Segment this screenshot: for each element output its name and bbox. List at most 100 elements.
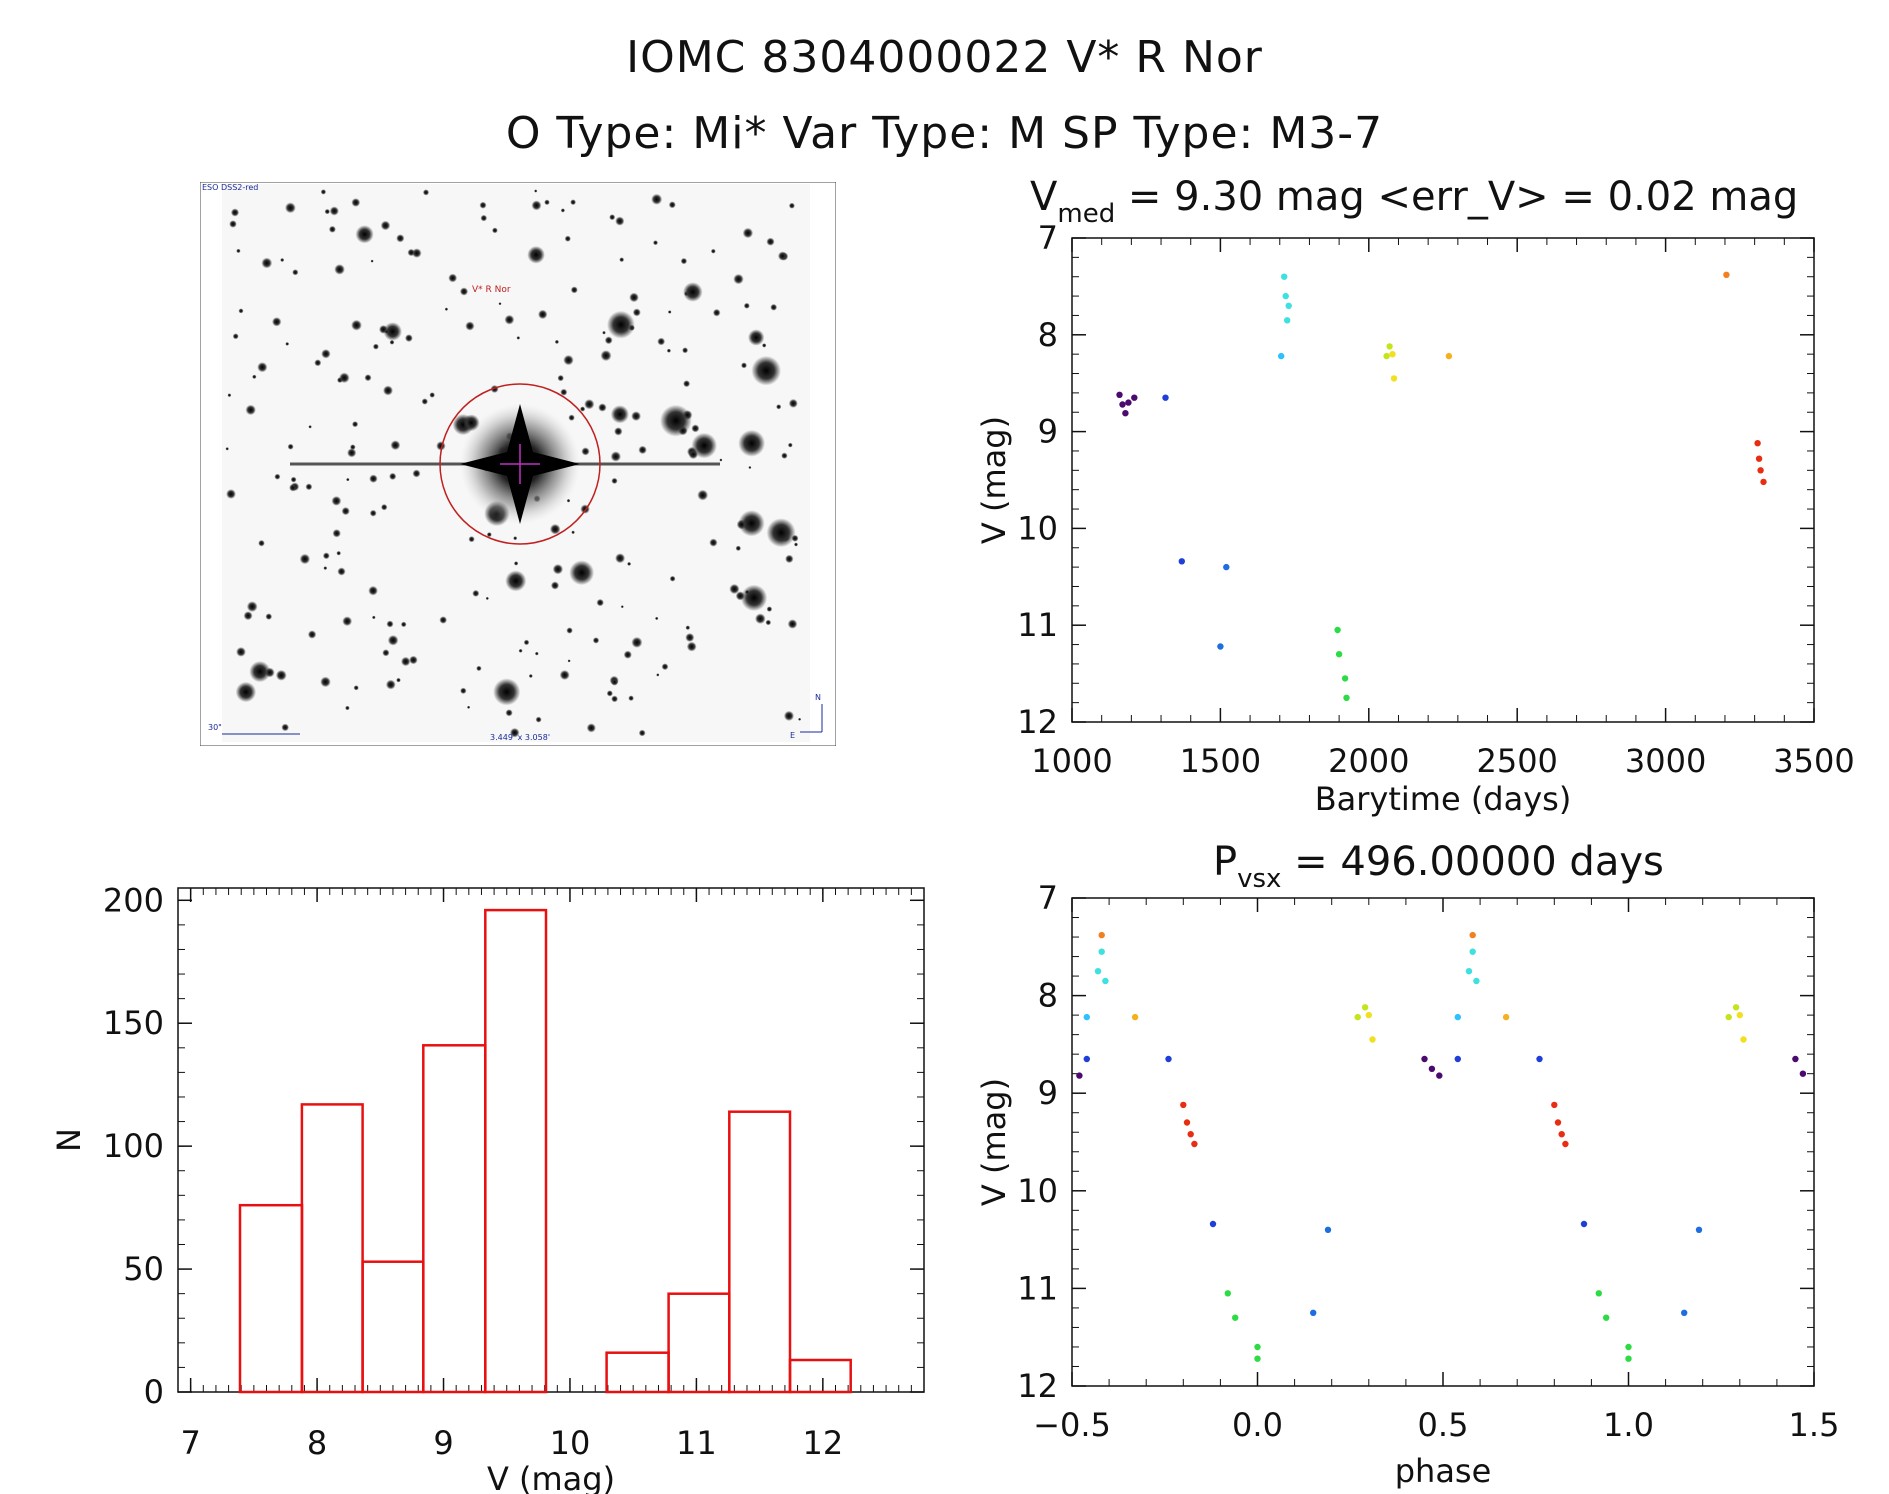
data-point <box>1595 1290 1603 1297</box>
data-point <box>1180 1101 1187 1109</box>
background-star <box>685 633 695 642</box>
histogram-bar <box>361 1260 425 1394</box>
background-star <box>380 220 391 231</box>
background-star <box>412 469 421 478</box>
background-star <box>748 329 765 346</box>
data-point <box>1551 1101 1558 1109</box>
background-star <box>610 678 619 686</box>
x-tick-label: 1000 <box>1031 742 1112 780</box>
background-star <box>292 269 299 276</box>
x-tick-label: 1.0 <box>1603 1406 1654 1444</box>
data-point <box>1278 352 1285 360</box>
background-star <box>610 405 629 424</box>
east-label: E <box>790 731 795 740</box>
light-curve-ylabel: V (mag) <box>975 416 1013 544</box>
x-tick-label: 10 <box>550 1424 591 1462</box>
background-star <box>742 227 754 239</box>
background-star <box>766 237 775 246</box>
background-star <box>570 286 578 294</box>
data-point <box>1076 1072 1083 1079</box>
background-star <box>323 566 328 570</box>
data-point <box>1131 394 1138 401</box>
scale-bar-label: 30" <box>208 723 222 732</box>
y-tick-label: 100 <box>103 1127 164 1165</box>
background-star <box>421 398 428 405</box>
background-star <box>787 619 798 629</box>
background-star <box>305 483 313 491</box>
background-star <box>657 337 666 346</box>
background-star <box>257 362 268 373</box>
background-star <box>629 292 639 303</box>
data-point <box>1165 1055 1172 1063</box>
background-star <box>709 538 718 547</box>
background-star <box>604 336 613 345</box>
y-tick-label: 9 <box>1038 413 1058 451</box>
phased-curve-title: Pvsx = 496.00000 days <box>1213 839 1664 894</box>
background-star <box>355 225 374 244</box>
background-star <box>651 193 663 205</box>
data-point <box>1310 1309 1317 1317</box>
background-star <box>610 451 621 462</box>
data-point <box>1281 273 1288 280</box>
phased-plot-frame <box>1071 897 1815 1387</box>
background-star <box>668 201 676 209</box>
background-star <box>321 349 331 359</box>
background-star <box>538 309 548 320</box>
background-star <box>560 388 568 396</box>
background-star <box>290 476 297 483</box>
data-point <box>1554 1119 1562 1126</box>
data-point <box>1603 1314 1610 1321</box>
background-star <box>638 729 646 737</box>
background-star <box>607 310 635 339</box>
data-point <box>1445 352 1453 360</box>
data-point <box>1732 1004 1740 1011</box>
background-star <box>527 246 545 264</box>
data-point <box>1178 558 1186 565</box>
background-star <box>459 287 469 296</box>
background-star <box>314 359 322 367</box>
background-star <box>509 727 520 738</box>
data-point <box>1473 977 1480 985</box>
data-point <box>1083 1013 1091 1021</box>
background-star <box>383 385 393 396</box>
background-star <box>686 641 697 652</box>
phased-ylabel: V (mag) <box>975 1078 1013 1206</box>
background-star <box>570 199 576 206</box>
data-point <box>1740 1036 1747 1043</box>
data-point <box>1094 968 1102 975</box>
background-star <box>329 206 339 216</box>
y-tick-label: 10 <box>1017 1172 1058 1210</box>
histogram-bar <box>605 1351 670 1394</box>
background-star <box>372 343 379 350</box>
background-star <box>614 427 623 436</box>
data-point <box>1469 948 1476 955</box>
background-star <box>229 220 237 228</box>
phased-xlabel: phase <box>1395 1452 1492 1490</box>
background-star <box>661 663 669 671</box>
background-star <box>571 530 575 535</box>
data-point <box>1754 440 1761 447</box>
background-star <box>345 705 350 711</box>
background-star <box>631 411 641 421</box>
histogram-ylabel: N <box>50 1128 88 1152</box>
background-star <box>534 189 538 193</box>
data-point <box>1191 1140 1198 1148</box>
data-point <box>1390 375 1398 382</box>
x-tick-label: 3000 <box>1625 742 1706 780</box>
background-star <box>505 709 513 717</box>
background-star <box>381 504 388 511</box>
background-star <box>390 440 401 451</box>
background-star <box>332 529 341 538</box>
background-star <box>265 613 273 620</box>
background-star <box>620 605 624 609</box>
data-point <box>1421 1055 1428 1063</box>
background-star <box>777 251 788 261</box>
background-star <box>235 681 257 703</box>
magnitude-histogram: 7 8 9 10 11 12 0 50 100 150 200 V (mag) N <box>50 881 925 1494</box>
phased-light-curve-chart: Pvsx = 496.00000 days −0.5 0.0 0.5 1.0 1.5 7 8… <box>975 839 1839 1490</box>
background-star <box>712 308 721 317</box>
background-star <box>486 532 492 538</box>
histogram-bar <box>667 1292 731 1394</box>
background-star <box>719 458 723 462</box>
background-star <box>683 282 703 302</box>
